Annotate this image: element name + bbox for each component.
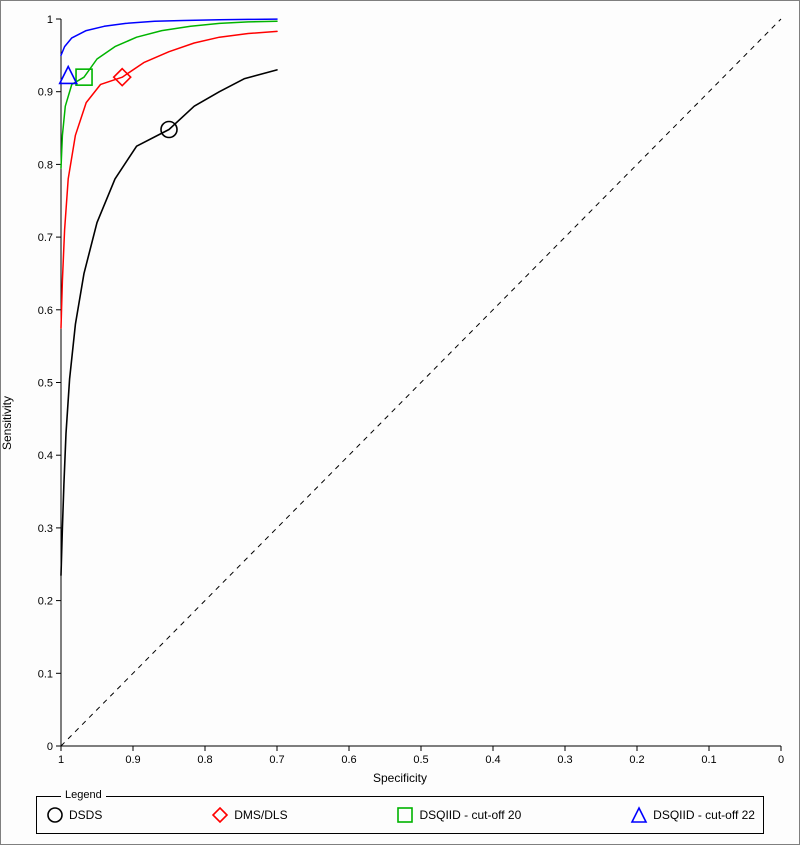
legend-item-dsqiid20: DSQIID - cut-off 20 [395, 805, 521, 825]
svg-text:0.4: 0.4 [38, 450, 53, 462]
svg-text:0.2: 0.2 [629, 754, 644, 766]
chart-frame: 0 0.1 0.2 0.3 0.4 0.5 0.6 0.7 0.8 0.9 1 1 0.9 0.8 0.7 0… [0, 0, 800, 845]
svg-text:0.7: 0.7 [269, 754, 284, 766]
svg-text:0.2: 0.2 [38, 596, 53, 608]
svg-text:0.6: 0.6 [341, 754, 356, 766]
svg-text:0.7: 0.7 [38, 232, 53, 244]
legend-label: DSDS [69, 808, 102, 822]
svg-text:1: 1 [47, 14, 53, 26]
svg-text:0.5: 0.5 [38, 378, 53, 390]
svg-text:1: 1 [58, 754, 64, 766]
legend-title: Legend [61, 789, 106, 801]
svg-text:0.8: 0.8 [197, 754, 212, 766]
svg-text:0: 0 [778, 754, 784, 766]
legend-label: DMS/DLS [234, 808, 287, 822]
svg-text:0: 0 [47, 741, 53, 753]
legend-item-dsqiid22: DSQIID - cut-off 22 [629, 805, 755, 825]
svg-text:0.1: 0.1 [38, 668, 53, 680]
legend-item-dsds: DSDS [45, 805, 102, 825]
svg-text:0.3: 0.3 [557, 754, 572, 766]
svg-text:0.8: 0.8 [38, 159, 53, 171]
svg-text:0.4: 0.4 [485, 754, 500, 766]
svg-text:0.5: 0.5 [413, 754, 428, 766]
legend-item-dms_dls: DMS/DLS [210, 805, 287, 825]
svg-text:0.1: 0.1 [701, 754, 716, 766]
legend: Legend DSDSDMS/DLSDSQIID - cut-off 20DSQ… [36, 796, 764, 834]
svg-text:0.6: 0.6 [38, 305, 53, 317]
svg-text:0.3: 0.3 [38, 523, 53, 535]
legend-label: DSQIID - cut-off 20 [419, 808, 521, 822]
legend-label: DSQIID - cut-off 22 [653, 808, 755, 822]
svg-text:0.9: 0.9 [38, 87, 53, 99]
y-axis-label: Sensitivity [0, 395, 14, 449]
x-axis-label: Specificity [1, 771, 799, 785]
svg-text:0.9: 0.9 [125, 754, 140, 766]
roc-plot: 0 0.1 0.2 0.3 0.4 0.5 0.6 0.7 0.8 0.9 1 1 0.9 0.8 0.7 0… [1, 1, 800, 771]
